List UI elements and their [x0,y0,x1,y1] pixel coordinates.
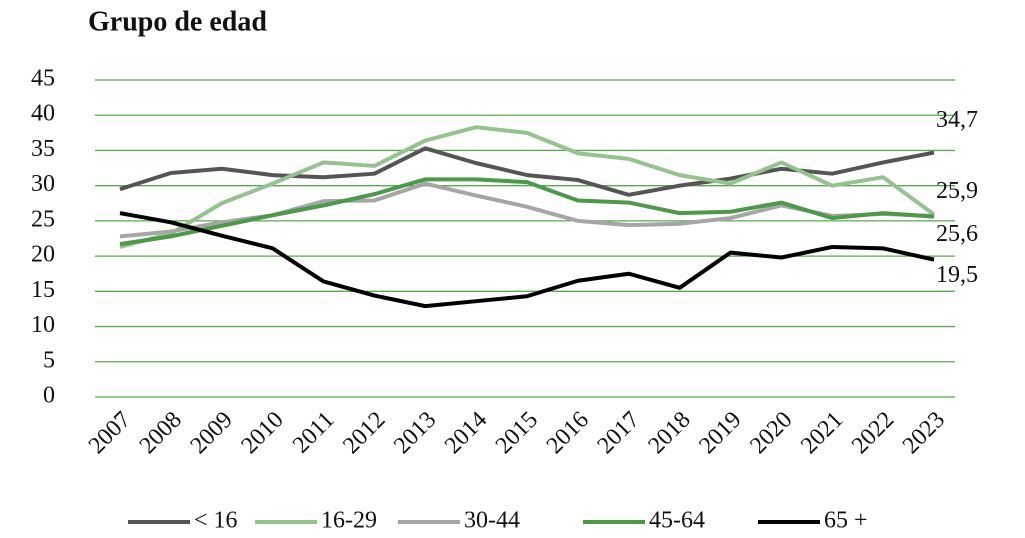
x-tick-label: 2015 [491,407,543,459]
x-tick-label: 2007 [84,407,136,459]
x-tick-label: 2011 [288,407,340,459]
data-label: 34,7 [936,107,978,133]
x-tick-label: 2008 [135,407,187,459]
legend-label: < 16 [194,508,238,534]
x-tick-label: 2017 [593,407,645,459]
x-tick-label: 2019 [694,407,746,459]
y-tick-label: 0 [43,383,55,409]
x-tick-label: 2022 [847,407,899,459]
x-tick-label: 2018 [643,407,695,459]
x-tick-label: 2013 [389,407,441,459]
y-tick-label: 35 [31,136,55,162]
legend-label: 30-44 [464,508,520,534]
y-tick-label: 45 [31,66,55,92]
x-tick-label: 2012 [338,407,390,459]
legend-label: 45-64 [649,508,705,534]
x-tick-label: 2023 [898,407,950,459]
series-line [119,177,935,247]
x-tick-label: 2016 [542,407,594,459]
y-tick-label: 10 [31,312,55,338]
x-tick-label: 2009 [186,407,238,459]
series-line [119,146,935,197]
legend-label: 65 + [824,508,868,534]
x-tick-label: 2014 [440,407,492,459]
series-line [119,211,935,309]
data-label: 25,6 [936,221,978,247]
x-tick-label: 2021 [796,407,848,459]
chart-title: Grupo de edad [88,6,267,37]
data-label: 19,5 [936,262,978,288]
y-tick-label: 15 [31,277,55,303]
x-tick-label: 2020 [745,407,797,459]
y-tick-label: 40 [31,101,55,127]
y-tick-label: 5 [43,347,55,373]
y-tick-label: 25 [31,206,55,232]
series-line [119,125,936,249]
x-tick-label: 2010 [236,407,288,459]
y-tick-label: 30 [31,171,55,197]
legend-label: 16-29 [321,508,377,534]
y-tick-label: 20 [31,242,55,268]
data-label: 25,9 [936,178,978,204]
